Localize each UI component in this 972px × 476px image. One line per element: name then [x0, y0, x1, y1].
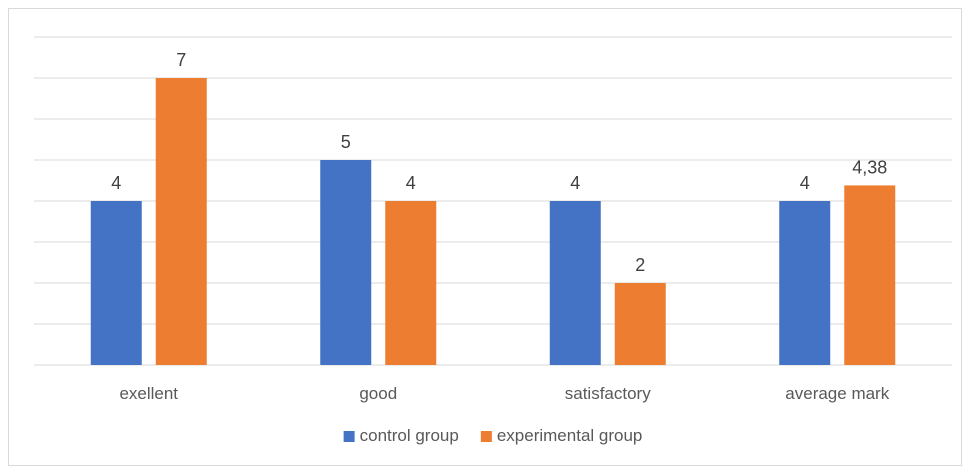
- data-label: 4,38: [852, 157, 887, 177]
- bar-experimental-group-average-mark: [844, 185, 896, 365]
- x-axis-tick-labels: exellent good satisfactory average mark: [119, 384, 889, 403]
- data-label: 5: [341, 132, 351, 152]
- x-tick-label: exellent: [119, 384, 178, 403]
- data-label: 4: [111, 173, 121, 193]
- bars: [90, 78, 896, 365]
- data-labels: 4 7 5 4 4 2 4 4,38: [111, 50, 887, 275]
- x-tick-label: good: [359, 384, 397, 403]
- data-label: 7: [176, 50, 186, 70]
- bar-experimental-group-exellent: [155, 78, 207, 365]
- legend-swatch: [343, 431, 355, 442]
- legend-swatch: [480, 431, 492, 442]
- legend-label: experimental group: [497, 426, 643, 445]
- bar-experimental-group-satisfactory: [614, 283, 666, 365]
- x-tick-label: satisfactory: [565, 384, 651, 403]
- data-label: 4: [800, 173, 810, 193]
- bar-control-group-satisfactory: [549, 201, 601, 365]
- data-label: 2: [635, 255, 645, 275]
- data-label: 4: [570, 173, 580, 193]
- bar-experimental-group-good: [385, 201, 437, 365]
- bar-control-group-exellent: [90, 201, 142, 365]
- data-label: 4: [406, 173, 416, 193]
- x-tick-label: average mark: [785, 384, 889, 403]
- legend-label: control group: [360, 426, 459, 445]
- bar-control-group-good: [320, 160, 372, 365]
- bar-control-group-average-mark: [779, 201, 831, 365]
- legend: control group experimental group: [343, 426, 643, 445]
